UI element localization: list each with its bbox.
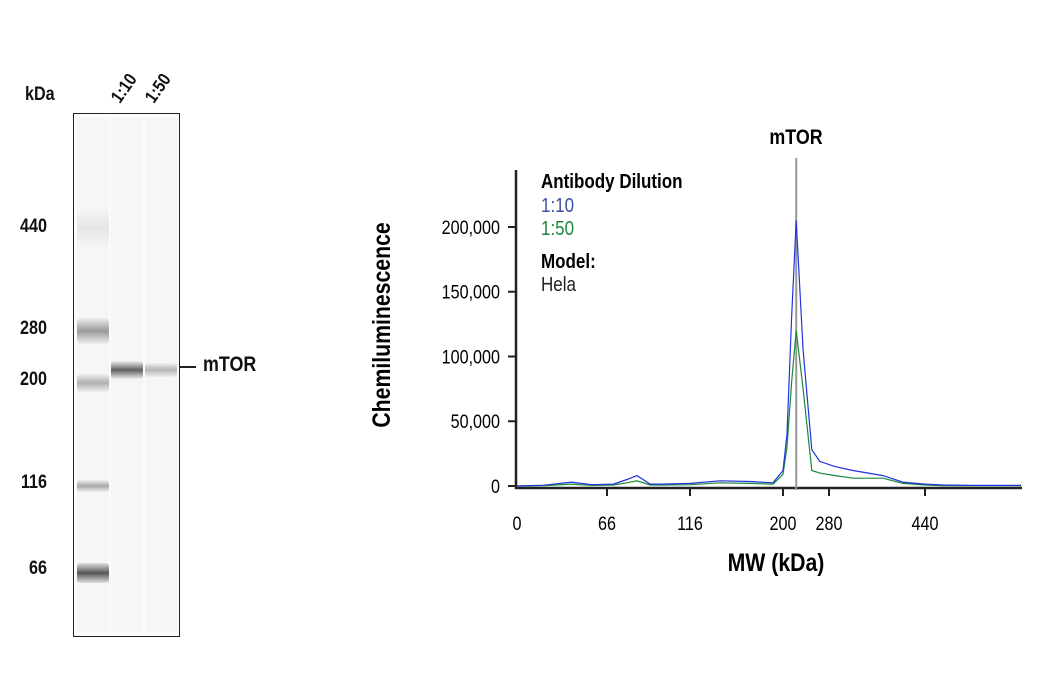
y-tick-label: 150,000 [442,282,501,304]
ladder-band-440 [77,208,109,248]
ladder-lane [77,118,109,632]
legend-series-1: 1:10 [541,194,574,217]
legend-series-2: 1:50 [541,217,574,240]
marker-label-200: 200 [20,369,47,390]
ladder-band-200 [77,374,109,392]
target-tick [180,366,196,368]
marker-label-66: 66 [29,558,47,579]
x-axis-label: MW (kDa) [728,548,825,576]
legend-model-value: Hela [541,273,577,296]
y-tick-label: 100,000 [442,346,501,368]
marker-label-280: 280 [20,318,47,339]
marker-label-116: 116 [20,472,47,493]
lane-1-10 [111,118,143,632]
mtor-band-1-10 [111,361,143,379]
mtor-band-1-50 [145,363,177,377]
legend-model-label: Model: [541,250,596,273]
x-tick-label: 280 [816,513,843,535]
lane-1-50 [145,118,177,632]
ladder-band-116 [77,480,109,492]
y-tick-label: 50,000 [451,411,501,433]
y-axis-label: Chemiluminescence [367,222,395,427]
legend: Antibody Dilution 1:10 1:50 Model: Hela [541,170,683,296]
x-tick-label: 0 [513,513,522,535]
ladder-band-280 [77,318,109,344]
y-tick-label: 200,000 [442,217,501,239]
marker-label-440: 440 [20,216,47,237]
x-tick-label: 200 [770,513,797,535]
blot-image [73,113,180,637]
x-tick-label: 440 [912,513,939,535]
blot-unit-label: kDa [25,84,55,105]
mtor-annotation: mTOR [769,126,822,150]
legend-title: Antibody Dilution [541,170,683,193]
target-label: mTOR [203,353,257,376]
x-tick-label: 116 [677,513,703,535]
ladder-band-66 [77,563,109,583]
y-tick-label: 0 [491,476,500,498]
x-tick-label: 66 [598,513,616,535]
series-line-1-50 [516,330,1021,487]
series-line-1-10 [516,220,1021,487]
